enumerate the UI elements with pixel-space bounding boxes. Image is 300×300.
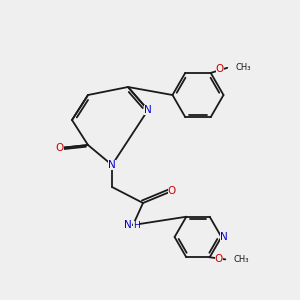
- Text: N: N: [144, 105, 152, 115]
- Text: O: O: [56, 143, 64, 153]
- Text: CH₃: CH₃: [234, 255, 249, 264]
- Text: N: N: [220, 232, 228, 242]
- Text: CH₃: CH₃: [235, 63, 251, 72]
- Text: O: O: [168, 186, 176, 196]
- Text: N: N: [124, 220, 131, 230]
- Text: H: H: [133, 220, 140, 230]
- Text: O: O: [216, 64, 224, 74]
- Text: N: N: [108, 160, 116, 170]
- Text: O: O: [214, 254, 223, 264]
